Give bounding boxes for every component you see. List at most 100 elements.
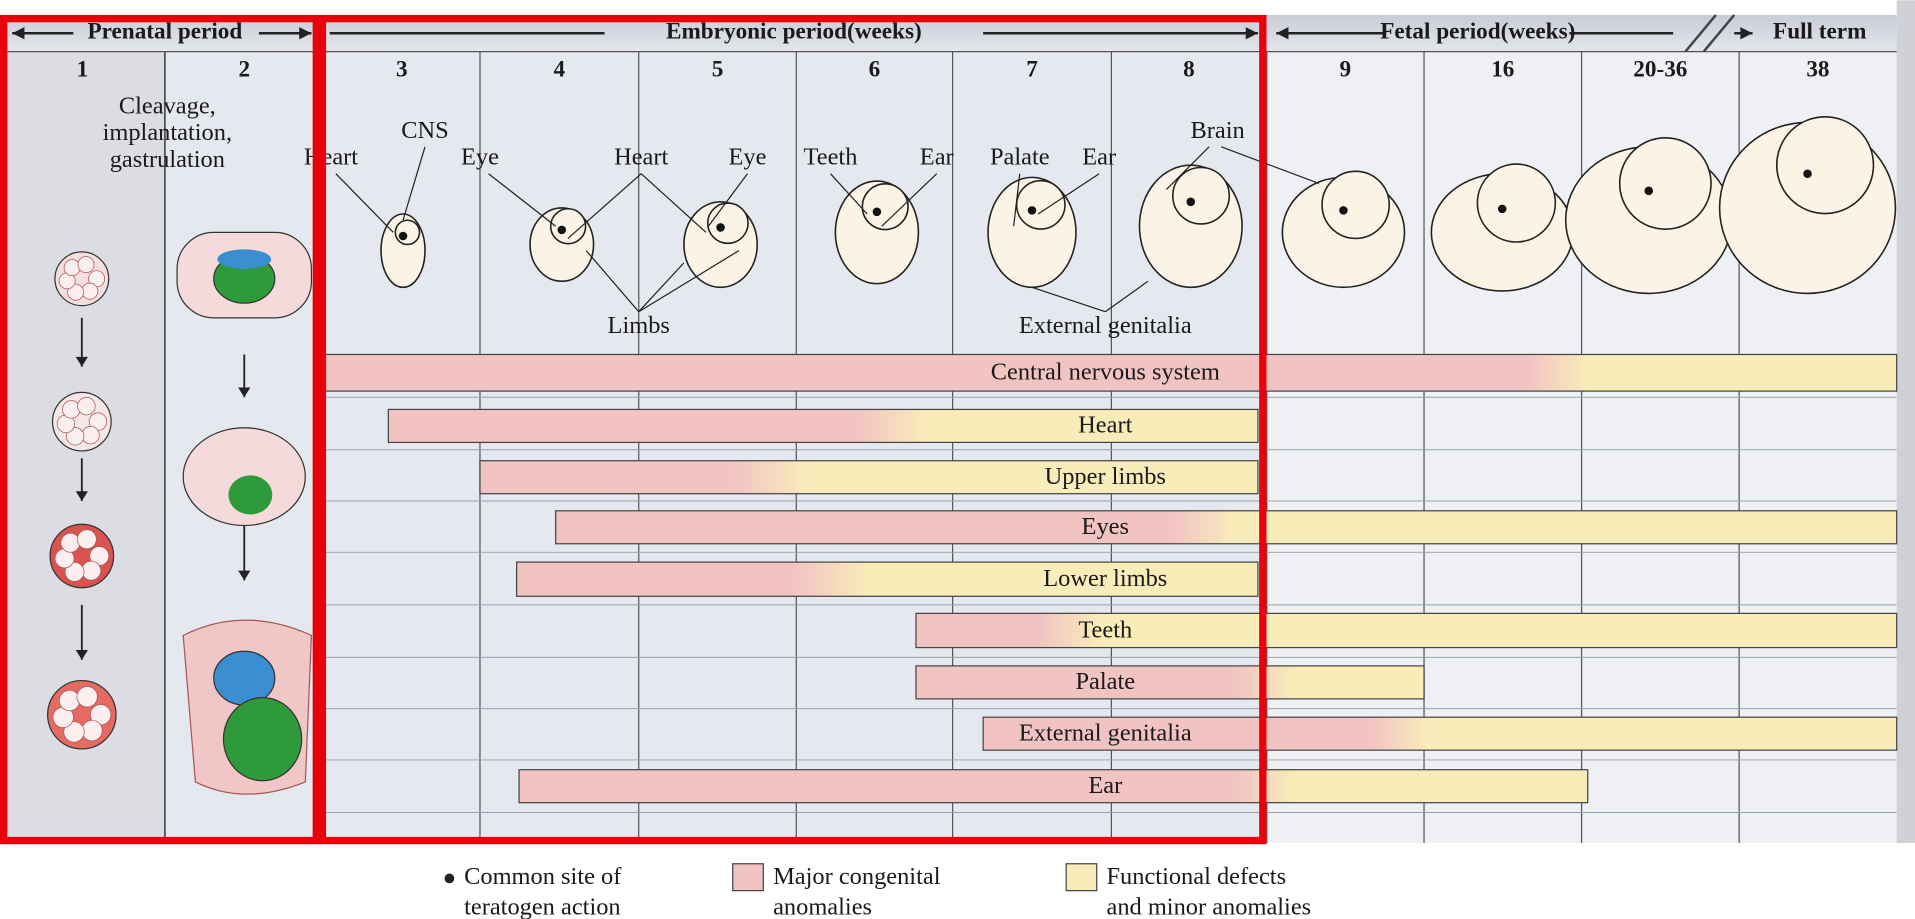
bar-label: Central nervous system: [991, 359, 1220, 386]
teratogen-site: [1027, 206, 1037, 215]
organ-label: Teeth: [804, 144, 858, 171]
leader-line: [1013, 173, 1021, 227]
leader-line: [402, 146, 426, 221]
organ-label: Brain: [1191, 117, 1245, 144]
organ-label: Ear: [1082, 144, 1116, 171]
arrow-head: [299, 27, 312, 40]
leader-line: [585, 250, 640, 313]
leader-line: [830, 173, 868, 215]
leader-line: [638, 250, 740, 313]
bar: [915, 665, 1425, 700]
cell: [81, 560, 102, 581]
leader-line: [567, 173, 642, 239]
cell: [81, 719, 103, 742]
arrow-head: [75, 650, 88, 660]
period-label: Prenatal period: [87, 19, 242, 45]
highlight-embryonic: [318, 14, 1267, 845]
cell: [81, 282, 99, 300]
leader-line: [707, 173, 748, 227]
leader-line: [638, 262, 685, 313]
labels: Prenatal period Embryonic period(weeks) Fe…: [77, 19, 1867, 919]
bar-label: Eyes: [1082, 513, 1129, 540]
arrow-head: [75, 356, 88, 367]
cell: [77, 397, 96, 416]
bar: [915, 612, 1898, 649]
bars: [323, 353, 1898, 804]
teratogen-site: [557, 225, 567, 235]
bar: [518, 769, 1589, 804]
week-label: 38: [1806, 56, 1829, 82]
legend-swatch: [1065, 863, 1098, 892]
page-edge: [1896, 0, 1915, 843]
legend-label: anomalies: [773, 894, 872, 919]
bar: [479, 460, 1259, 495]
cell: [62, 400, 81, 419]
bar: [387, 408, 1259, 444]
leader-line: [1104, 280, 1149, 313]
embryo-head: [1775, 116, 1875, 215]
cell: [58, 689, 81, 712]
legend-label: and minor anomalies: [1106, 894, 1311, 919]
arrow-head: [1740, 27, 1753, 40]
bar-label: Ear: [1088, 772, 1122, 799]
period-label: Embryonic period(weeks): [666, 19, 922, 45]
period-label: Full term: [1773, 19, 1866, 45]
cell: [77, 256, 95, 274]
bar-label: External genitalia: [1019, 720, 1192, 747]
embryo-head: [1476, 163, 1557, 243]
teratogen-site: [1497, 204, 1507, 214]
cell: [64, 561, 85, 582]
cell: [65, 427, 85, 446]
prenatal-note: gastrulation: [110, 146, 225, 173]
bar: [515, 561, 1259, 597]
arrow-head: [1276, 27, 1289, 40]
leader-line: [881, 173, 938, 227]
week-label: 20-36: [1633, 56, 1687, 82]
prenatal-note: Cleavage,: [119, 92, 216, 119]
legend-label: Common site of: [464, 863, 622, 890]
embryo-head: [1015, 179, 1066, 230]
illustrations: [47, 116, 1897, 795]
cell: [63, 259, 81, 276]
teratogen-site: [398, 231, 408, 241]
period-label: Fetal period(weeks): [1380, 19, 1575, 45]
arrow-head: [238, 387, 251, 398]
arrow-head: [238, 570, 251, 581]
arrow-head: [1245, 27, 1258, 40]
organ-label: Ear: [920, 144, 954, 171]
teratogen-site: [1339, 206, 1348, 215]
leader-line: [335, 173, 394, 233]
organ-label: Eye: [461, 144, 499, 171]
embryo-head: [549, 207, 587, 245]
organ-label: Limbs: [608, 312, 670, 339]
header-break: [1684, 14, 1736, 53]
legend-label: Major congenital: [773, 863, 941, 890]
organ-label: Heart: [304, 144, 358, 171]
week-label: 9: [1339, 56, 1351, 82]
legend-label: teratogen action: [464, 894, 621, 919]
organ-label: Eye: [728, 144, 766, 171]
cell: [76, 529, 97, 550]
week-label: 3: [396, 56, 408, 82]
week-label: 7: [1026, 56, 1038, 82]
week-label: 6: [869, 56, 881, 82]
cell: [76, 686, 98, 708]
yolk-2: [228, 475, 273, 515]
bar: [982, 716, 1898, 751]
leader-line: [1031, 286, 1106, 313]
embryo-head: [706, 202, 749, 245]
week-label: 2: [238, 56, 250, 82]
leader-line: [1037, 173, 1100, 215]
leader-line: [1221, 146, 1320, 185]
leader-line: [488, 173, 557, 227]
week-label: 1: [77, 56, 89, 82]
week-label: 16: [1491, 56, 1514, 82]
week-label: 4: [554, 56, 566, 82]
prenatal-note: implantation,: [103, 119, 232, 146]
embryo-head: [394, 219, 421, 246]
bar-label: Heart: [1078, 412, 1132, 439]
organ-label: External genitalia: [1019, 312, 1192, 339]
cell: [63, 721, 85, 743]
